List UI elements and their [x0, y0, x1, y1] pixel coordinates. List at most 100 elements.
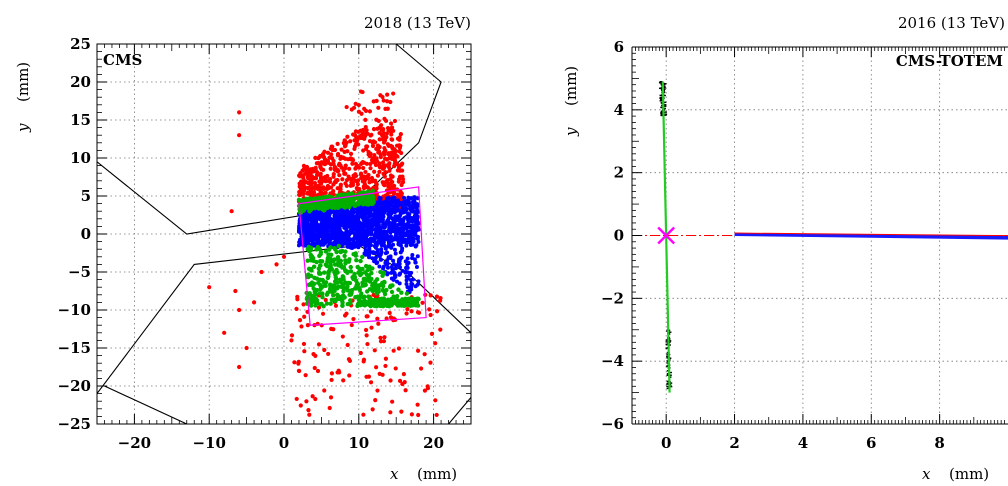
scatter-point-red — [375, 143, 381, 148]
scatter-point-green — [330, 259, 335, 264]
scatter-point-green — [317, 263, 323, 268]
scatter-point-red — [314, 161, 319, 166]
scatter-point-red — [357, 165, 362, 170]
scatter-point-red — [377, 130, 382, 136]
scatter-point-green — [396, 287, 401, 292]
scatter-point-red — [327, 405, 332, 411]
track-hit — [660, 114, 664, 117]
y-tick-label: −4 — [601, 352, 624, 370]
scatter-point-blue — [413, 284, 418, 289]
scatter-point-blue — [380, 212, 385, 217]
vertex-marker — [657, 226, 676, 245]
scatter-point-blue — [405, 276, 410, 281]
scatter-point-red — [331, 182, 336, 187]
scatter-point-blue — [339, 236, 344, 241]
track-hit — [666, 387, 670, 390]
scatter-point-green — [322, 270, 327, 275]
scatter-point-green — [332, 297, 338, 302]
track-hit — [666, 383, 670, 385]
scatter-point-blue — [411, 239, 416, 244]
scatter-point-red — [364, 146, 369, 151]
scatter-point-blue — [328, 237, 333, 242]
scatter-point-green — [335, 255, 341, 261]
scatter-point-red — [367, 139, 373, 144]
scatter-point-green — [332, 288, 337, 294]
track-hit — [662, 94, 666, 97]
panel-cms-2018: −20 −10 0 10 20 25 20 15 10 5 0 −5 −10 −15 −20 −25 201… — [14, 14, 472, 483]
scatter-point-blue — [366, 237, 371, 242]
scatter-point-green — [311, 286, 316, 291]
scatter-point-red — [316, 156, 321, 161]
scatter-point-red — [373, 397, 378, 403]
chart-title: 2018 (13 TeV) — [364, 14, 471, 32]
scatter-point-blue — [372, 239, 377, 244]
scatter-point-red — [361, 412, 366, 417]
scatter-point-red — [301, 175, 306, 181]
track-hit — [663, 101, 667, 104]
scatter-point-red — [339, 147, 344, 152]
track-hit — [664, 113, 668, 115]
chart-title: 2016 (13 TeV) — [898, 14, 1005, 32]
scatter-point-red — [336, 162, 342, 168]
scatter-point-red — [399, 409, 404, 414]
scatter-point-red — [344, 311, 349, 316]
scatter-point-green — [399, 290, 404, 295]
scatter-point-green — [374, 303, 380, 308]
scatter-point-red — [374, 159, 380, 164]
scatter-point-red — [303, 373, 308, 378]
scatter-point-red — [438, 298, 443, 303]
scatter-point-blue — [349, 214, 354, 219]
scatter-point-red — [373, 365, 379, 370]
scatter-point-red — [295, 294, 300, 299]
scatter-point-blue — [329, 228, 334, 233]
scatter-point-blue — [395, 217, 400, 222]
track-bands — [632, 80, 1008, 393]
scatter-point-red — [348, 183, 353, 188]
scatter-point-blue — [345, 241, 350, 246]
x-tick-labels: 0 2 4 6 8 — [661, 434, 945, 452]
scatter-point-red — [289, 333, 295, 338]
scatter-point-blue — [375, 248, 380, 253]
scatter-point-blue — [387, 220, 392, 225]
track-hit — [663, 114, 667, 116]
scatter-point-red — [318, 164, 323, 169]
x-tick-label: 4 — [798, 434, 808, 452]
scatter-point-blue — [384, 230, 389, 235]
scatter-point-blue — [403, 202, 408, 207]
scatter-point-blue — [375, 260, 380, 265]
scatter-point-green — [308, 245, 314, 251]
y-tick-labels: 25 20 15 10 5 0 −5 −10 −15 −20 −25 — [58, 35, 91, 433]
scatter-point-blue — [414, 265, 419, 270]
scatter-point-blue — [413, 244, 418, 249]
track-hit — [665, 365, 669, 367]
scatter-point-blue — [361, 208, 366, 213]
scatter-point-blue — [392, 208, 397, 213]
scatter-point-red — [342, 171, 347, 176]
scatter-point-blue — [309, 218, 314, 223]
scatter-point-red — [409, 309, 414, 314]
acceptance-box — [298, 186, 427, 326]
scatter-point-blue — [378, 196, 383, 201]
scatter-point-green — [382, 289, 387, 294]
y-tick-label: −2 — [601, 289, 624, 307]
track-hit — [660, 113, 664, 115]
x-axis-unit: (mm) — [417, 465, 457, 483]
scatter-point-green — [315, 301, 320, 306]
scatter-point-blue — [350, 221, 355, 226]
scatter-point-blue — [341, 220, 346, 225]
scatter-point-red — [382, 335, 387, 340]
scatter-point-red — [363, 124, 368, 130]
scatter-point-green — [348, 292, 354, 297]
scatter-point-blue — [302, 228, 307, 233]
track-hit — [660, 112, 664, 114]
scatter-point-red — [312, 190, 317, 195]
scatter-point-red — [312, 175, 317, 181]
scatter-point-blue — [362, 251, 367, 256]
scatter-point-blue — [391, 277, 396, 282]
scatter-point-red — [347, 166, 352, 171]
scatter-point-red — [372, 169, 377, 174]
scatter-point-red — [400, 174, 405, 179]
scatter-point-red — [299, 324, 304, 329]
scatter-point-green — [327, 286, 333, 292]
